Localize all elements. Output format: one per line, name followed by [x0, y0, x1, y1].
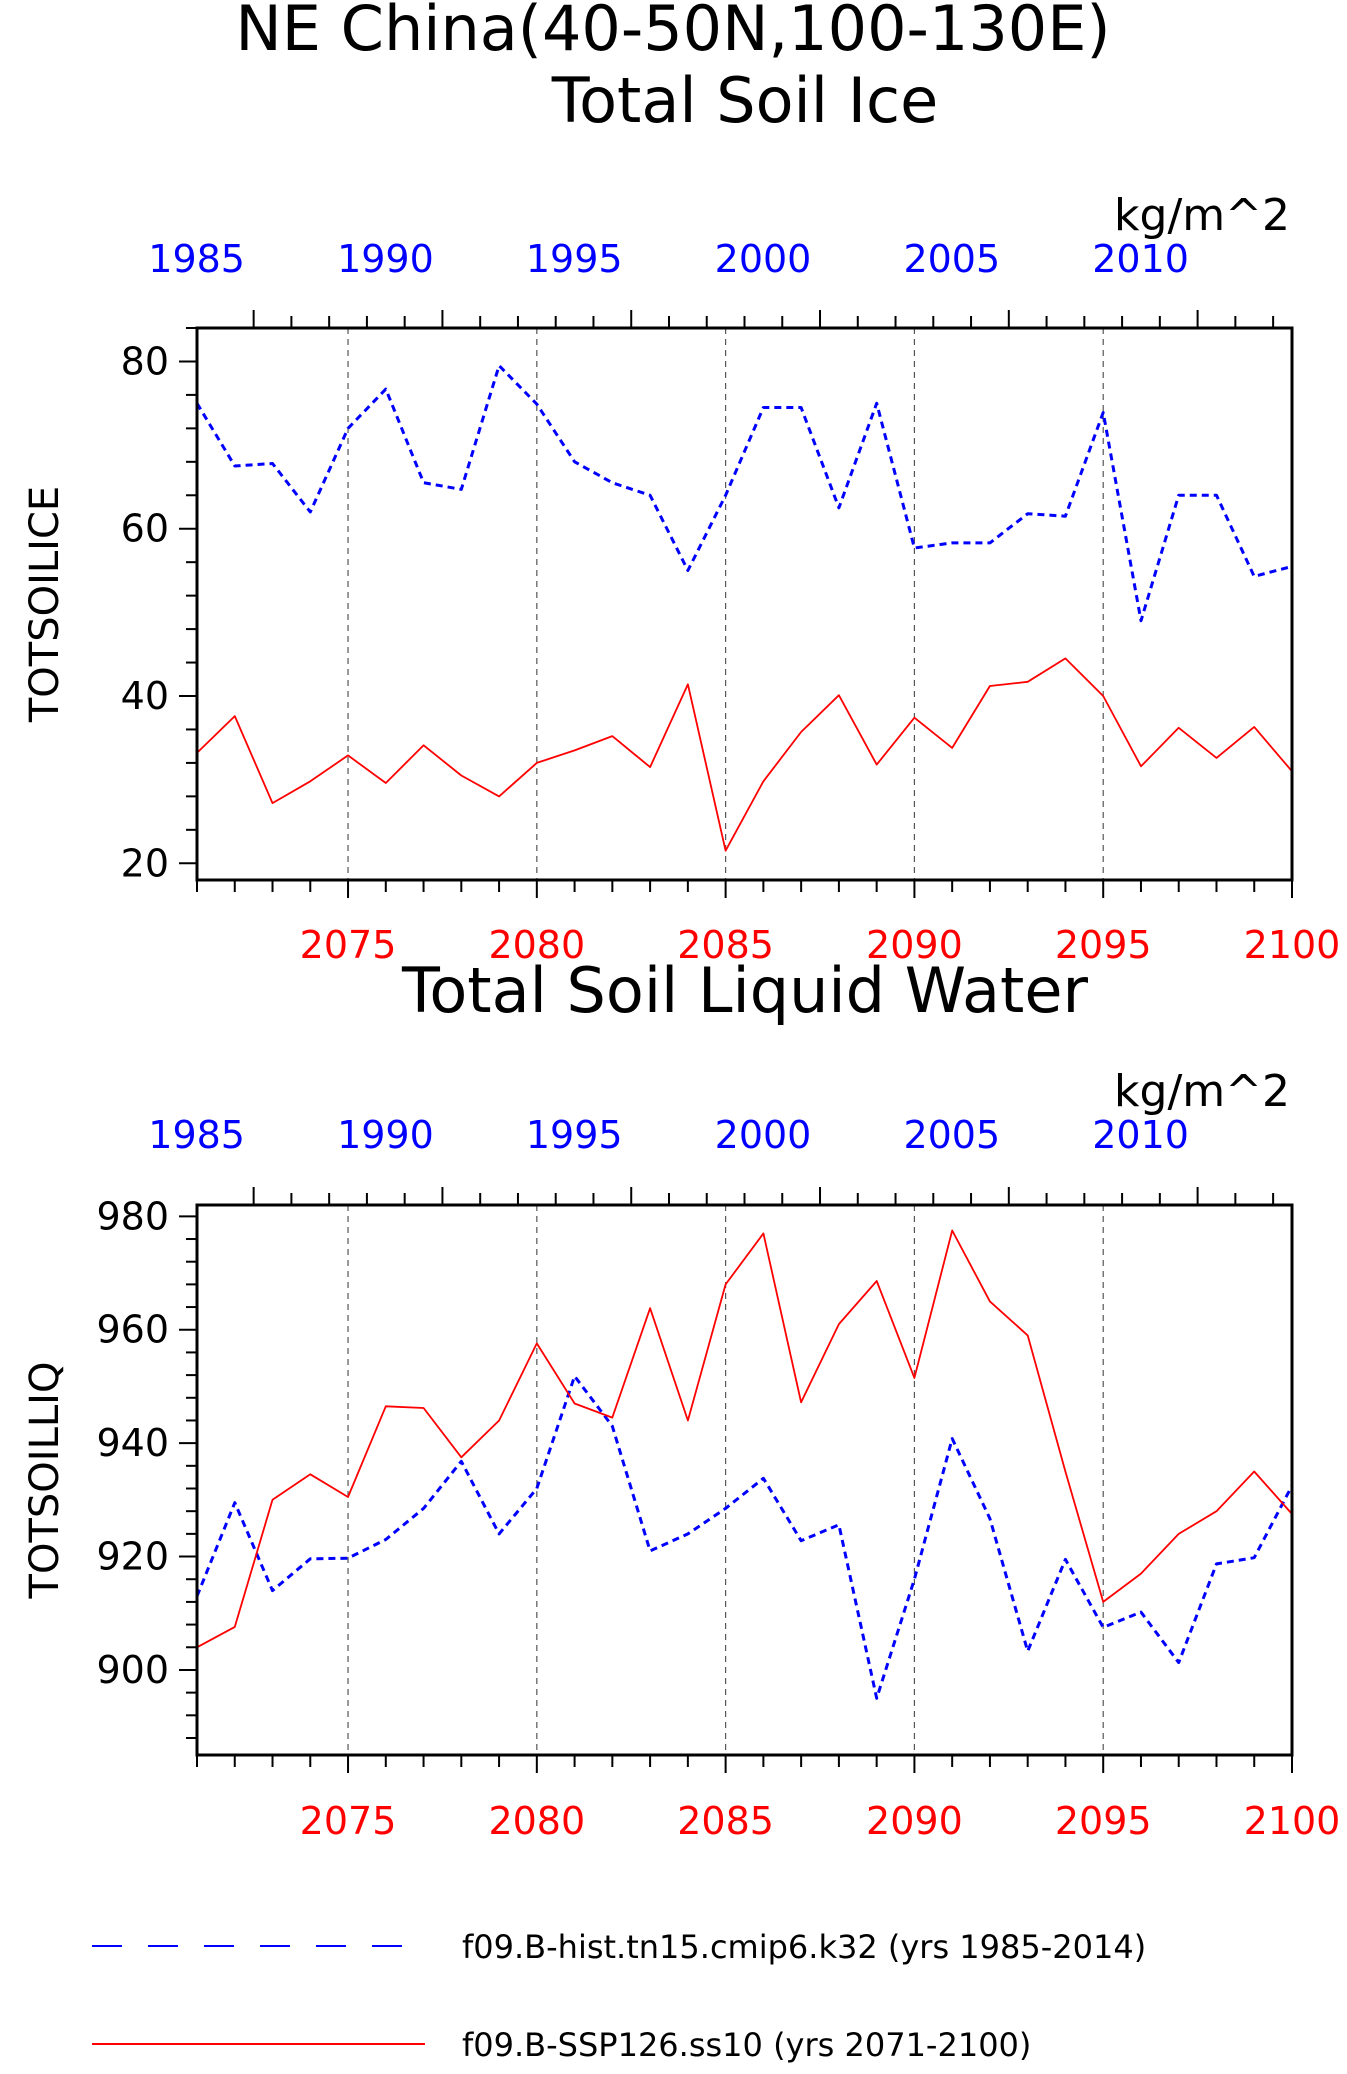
legend-label-ssp: f09.B-SSP126.ss10 (yrs 2071-2100)	[462, 2026, 1031, 2064]
y-tick-label: 60	[121, 507, 169, 551]
y-tick-label: 960	[96, 1308, 169, 1352]
y-tick-label: 20	[121, 841, 169, 885]
x-top-tick-label: 2005	[903, 237, 1000, 281]
x-top-tick-label: 1985	[148, 237, 245, 281]
x-top-tick-label: 2010	[1092, 1113, 1189, 1157]
y-tick-label: 940	[96, 1421, 169, 1465]
x-bottom-tick-label: 2085	[677, 1799, 774, 1843]
x-bottom-tick-label: 2095	[1055, 923, 1152, 967]
x-bottom-tick-label: 2095	[1055, 1799, 1152, 1843]
x-bottom-tick-label: 2080	[488, 923, 585, 967]
panel-title: Total Soil Liquid Water	[401, 954, 1088, 1027]
x-top-tick-label: 2000	[715, 1113, 812, 1157]
legend: f09.B-hist.tn15.cmip6.k32 (yrs 1985-2014…	[92, 1928, 1146, 2064]
x-bottom-tick-label: 2100	[1244, 1799, 1341, 1843]
units-label: kg/m^2	[1114, 1066, 1290, 1117]
x-bottom-tick-label: 2090	[866, 1799, 963, 1843]
x-bottom-tick-label: 2085	[677, 923, 774, 967]
y-tick-label: 900	[96, 1648, 169, 1692]
x-bottom-tick-label: 2075	[300, 923, 397, 967]
x-top-tick-label: 2005	[903, 1113, 1000, 1157]
x-top-tick-label: 1990	[337, 1113, 434, 1157]
figure-title: NE China(40-50N,100-130E)	[235, 0, 1110, 65]
y-axis-label: TOTSOILLIQ	[22, 1362, 68, 1600]
x-bottom-tick-label: 2100	[1244, 923, 1341, 967]
y-axis-label: TOTSOILICE	[22, 486, 68, 723]
y-tick-label: 980	[96, 1194, 169, 1238]
series-line-hist	[195, 1374, 1294, 1700]
y-tick-label: 40	[121, 674, 169, 718]
series-line-ssp	[196, 1229, 1293, 1649]
x-top-tick-label: 1990	[337, 237, 434, 281]
x-top-tick-label: 1995	[526, 1113, 623, 1157]
x-bottom-tick-label: 2075	[300, 1799, 397, 1843]
plot-frame	[195, 326, 1294, 882]
x-bottom-tick-label: 2080	[488, 1799, 585, 1843]
x-top-tick-label: 1995	[526, 237, 623, 281]
x-top-tick-label: 1985	[148, 1113, 245, 1157]
y-tick-label: 920	[96, 1535, 169, 1579]
plot-frame	[195, 1203, 1294, 1757]
series-line-hist	[195, 364, 1293, 623]
legend-label-hist: f09.B-hist.tn15.cmip6.k32 (yrs 1985-2014…	[462, 1928, 1146, 1966]
panel-title: Total Soil Ice	[551, 64, 938, 137]
y-tick-label: 80	[121, 339, 169, 383]
x-top-tick-label: 2010	[1092, 237, 1189, 281]
x-top-tick-label: 2000	[715, 237, 812, 281]
units-label: kg/m^2	[1114, 190, 1290, 241]
panel-total-soil-liquid-water: Total Soil Liquid Water kg/m^2 2075 2080 208…	[22, 954, 1340, 1843]
series-line-ssp	[196, 657, 1293, 852]
x-bottom-tick-label: 2090	[866, 923, 963, 967]
